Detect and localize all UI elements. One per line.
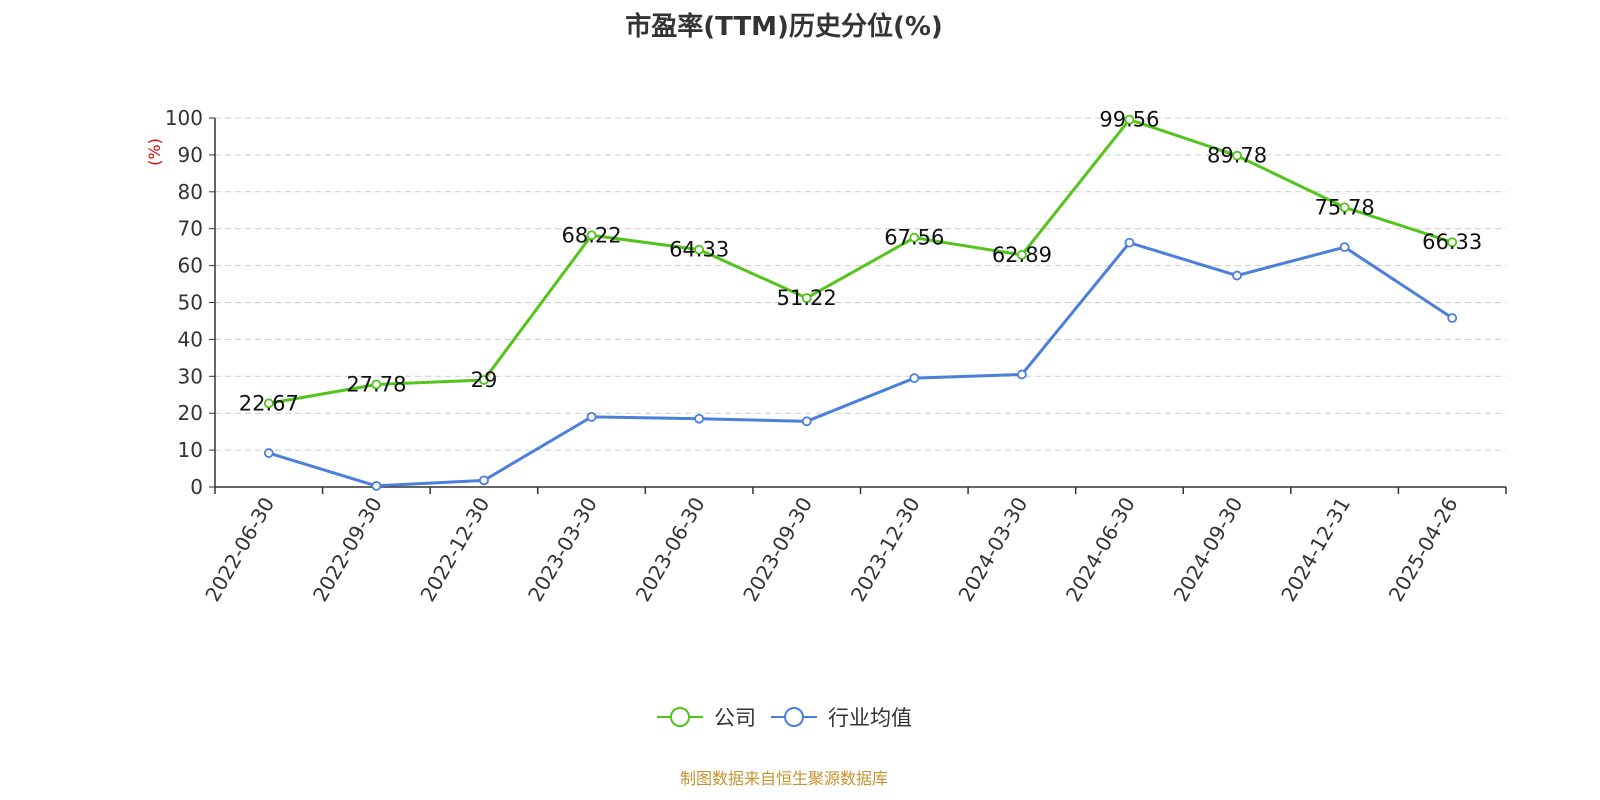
data-point: [479, 475, 489, 486]
data-label: 99.56: [1099, 108, 1159, 132]
data-point: [1447, 237, 1458, 248]
data-label: 67.56: [884, 226, 944, 250]
legend-industry-label: 行业均值: [828, 706, 912, 730]
y-tick-label: 90: [178, 143, 203, 167]
data-point: [801, 293, 812, 303]
data-point: [1232, 270, 1242, 281]
legend-company-label: 公司: [714, 706, 756, 730]
y-tick-label: 70: [178, 217, 203, 241]
data-point: [694, 413, 705, 424]
data-point: [1447, 313, 1458, 323]
data-point: [1232, 150, 1242, 161]
data-point: [1016, 369, 1027, 380]
x-tick-label: 2024-03-30: [953, 493, 1032, 606]
data-label: 27.78: [346, 372, 406, 396]
grid-lines: [215, 117, 1506, 451]
data-label: 89.78: [1207, 144, 1267, 168]
data-label: 62.89: [992, 243, 1052, 267]
source-note: 制图数据来自恒生聚源数据库: [679, 769, 888, 788]
y-tick-label: 0: [190, 475, 203, 499]
data-label: 22.67: [239, 391, 299, 415]
y-tick-label: 40: [178, 327, 203, 351]
data-point: [909, 232, 920, 243]
x-tick-label: 2022-09-30: [308, 493, 387, 606]
x-tick-label: 2023-06-30: [631, 493, 710, 606]
legend-item-industry-average[interactable]: 行业均值: [770, 702, 912, 732]
data-label: 68.22: [561, 223, 621, 247]
data-label: 66.33: [1422, 230, 1482, 254]
data-label: 64.33: [669, 238, 729, 262]
y-tick-label: 20: [178, 401, 203, 425]
x-tick-label: 2023-12-30: [846, 493, 925, 606]
data-point: [371, 379, 382, 390]
data-point: [801, 416, 812, 427]
y-tick-label: 10: [178, 438, 203, 462]
y-tick-label: 60: [178, 254, 203, 278]
data-point: [1124, 114, 1135, 125]
data-point: [263, 448, 274, 458]
data-point: [694, 244, 705, 255]
data-point: [586, 230, 597, 241]
y-tick-label: 80: [178, 180, 203, 204]
series-line: [268, 241, 1454, 488]
chart-title: 市盈率(TTM)历史分位(%): [625, 12, 943, 42]
x-tick-label: 2023-03-30: [523, 493, 602, 606]
data-point: [263, 398, 274, 409]
x-tick-label: 2023-09-30: [738, 493, 817, 606]
x-tick-label: 2024-06-30: [1061, 493, 1140, 606]
y-tick-label: 100: [165, 106, 203, 130]
y-tick-label: 30: [178, 364, 203, 388]
y-tick-label: 50: [178, 291, 203, 315]
data-point: [371, 480, 382, 491]
y-axis-label: (%): [145, 138, 164, 166]
legend-company-line-icon: [657, 707, 703, 727]
x-tick-label: 2024-09-30: [1169, 493, 1248, 606]
legend-item-company[interactable]: 公司: [656, 702, 756, 732]
legend: 公司 行业均值: [0, 702, 1568, 732]
data-labels: 22.67 27.78 29 68.22 64.33 51.22 67.56 62.89 99.…: [239, 108, 1483, 416]
series-lines: [263, 114, 1458, 491]
x-tick-label: 2025-04-26: [1384, 493, 1463, 606]
data-point: [586, 411, 597, 422]
data-point: [1339, 242, 1350, 253]
data-label: 75.78: [1315, 195, 1375, 219]
x-tick-label: 2022-12-30: [415, 493, 494, 606]
series-line: [268, 118, 1453, 405]
data-point: [1124, 237, 1135, 248]
data-label: 29: [471, 368, 498, 392]
data-label: 51.22: [777, 286, 837, 310]
data-point: [1339, 202, 1350, 213]
data-point: [1016, 250, 1027, 260]
data-point: [479, 375, 489, 385]
x-tick-label: 2024-12-31: [1276, 493, 1355, 606]
x-tick-label: 2022-06-30: [200, 493, 279, 606]
data-point: [909, 373, 920, 384]
legend-industry-line-icon: [771, 707, 817, 727]
axes: 0 10 20 30 40 50 60 70 80 90 100 2022-06-30 2022-09-…: [165, 106, 1507, 606]
